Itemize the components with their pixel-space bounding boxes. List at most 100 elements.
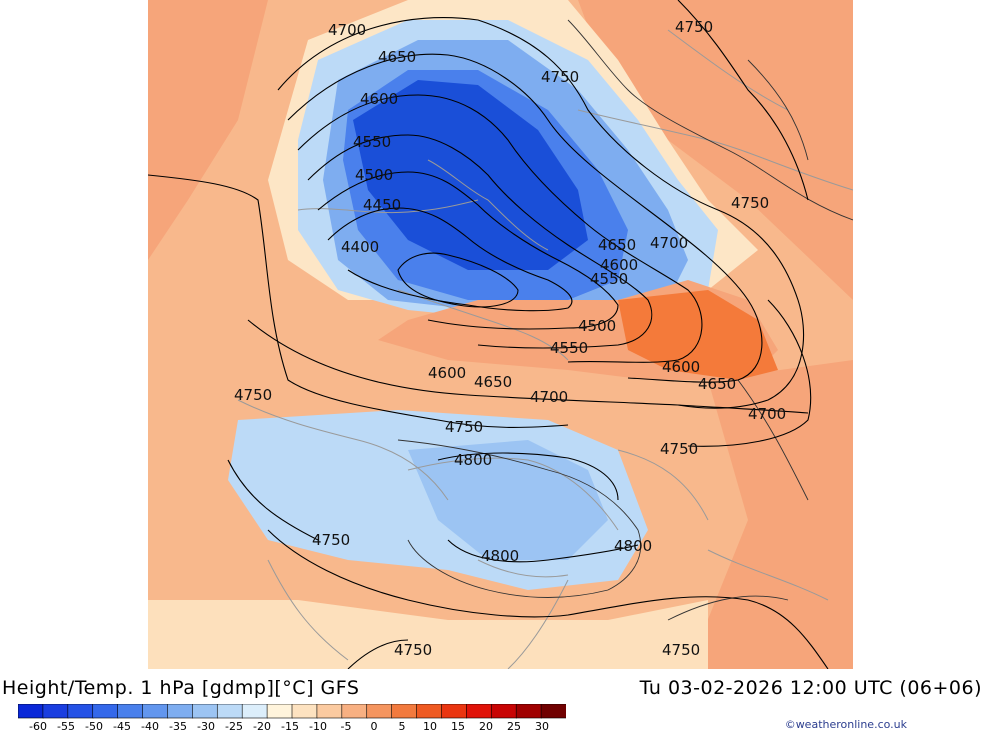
colorbar-tick-label: -50 [85, 720, 103, 733]
colorbar-tick-labels: -60 -55 -50 -45 -40 -35 -30 -25 -20 -15 -10 -5 0 5 10 1… [18, 720, 578, 734]
contour-label: 4500 [578, 317, 616, 335]
contour-label: 4750 [662, 641, 700, 659]
contour-4650-north [287, 53, 763, 383]
contour-label: 4600 [662, 358, 700, 376]
contour-4600-north [297, 94, 703, 363]
colorbar-tick-label: -60 [29, 720, 47, 733]
contour-4700-north [277, 17, 805, 409]
cold-patch-south-inner [408, 440, 608, 560]
map-title: Height/Temp. 1 hPa [gdmp][°C] GFS [2, 677, 360, 699]
pale-zone-south [148, 600, 708, 669]
colorbar-tick-label: -45 [113, 720, 131, 733]
colorbar-tick-label: -55 [57, 720, 75, 733]
contour-label: 4650 [378, 48, 416, 66]
contour-label: 4750 [541, 68, 579, 86]
colorbar-swatch [117, 704, 144, 719]
warm-region-nw [148, 0, 268, 260]
colorbar-tick-label: -25 [225, 720, 243, 733]
contour-4750-bottom [347, 639, 409, 669]
contour-label: 4750 [234, 386, 272, 404]
colorbar-swatch [515, 704, 542, 719]
colorbar-tick-label: 30 [535, 720, 549, 733]
warm-region-se [688, 360, 853, 669]
contour-label: 4650 [698, 375, 736, 393]
colorbar-tick-label: 15 [451, 720, 465, 733]
contour-label: 4450 [363, 196, 401, 214]
contour-label: 4700 [748, 405, 786, 423]
contour-label: 4650 [474, 373, 512, 391]
contour-label: 4750 [445, 418, 483, 436]
colorbar-swatch [266, 704, 293, 719]
colorbar-tick-label: 10 [423, 720, 437, 733]
contour-label: 4650 [598, 236, 636, 254]
warm-region-ne [578, 0, 853, 300]
colorbar-swatch [316, 704, 343, 719]
contour-label: 4750 [312, 531, 350, 549]
temperature-height-map: 4700 4650 4600 4550 4500 4450 4400 4750 … [148, 0, 853, 669]
contour-label: 4750 [660, 440, 698, 458]
contour-label: 4600 [428, 364, 466, 382]
colorbar-tick-label: 0 [370, 720, 378, 733]
colorbar-tick-label: 25 [507, 720, 521, 733]
contour-label: 4750 [731, 194, 769, 212]
contour-4400 [397, 252, 519, 308]
valid-time: Tu 03-02-2026 12:00 UTC (06+06) [639, 677, 982, 699]
contour-label: 4400 [341, 238, 379, 256]
warm-core [618, 290, 778, 380]
contour-label: 4800 [614, 537, 652, 555]
contour-label: 4550 [353, 133, 391, 151]
map-panel: 4700 4650 4600 4550 4500 4450 4400 4750 … [148, 0, 853, 669]
contour-4750-sw [227, 459, 319, 541]
colorbar-tick-label: 5 [398, 720, 406, 733]
contour-label: 4800 [454, 451, 492, 469]
contour-4800-b [447, 539, 639, 563]
colorbar-swatch [466, 704, 493, 719]
contour-label: 4500 [355, 166, 393, 184]
temperature-colorbar [18, 704, 566, 719]
contour-4550-north [307, 134, 653, 349]
contour-4750-east [687, 299, 812, 447]
colorbar-tick-label: -20 [253, 720, 271, 733]
contour-4500-north [317, 171, 619, 330]
colorbar-tick-label: -35 [169, 720, 187, 733]
colorbar-swatch [42, 704, 69, 719]
colorbar-swatch [291, 704, 318, 719]
contour-label: 4600 [600, 256, 638, 274]
colorbar-swatch [18, 704, 44, 719]
colorbar-tick-label: -30 [197, 720, 215, 733]
contour-label: 4700 [328, 21, 366, 39]
colorbar-swatch [192, 704, 219, 719]
contour-4750-west [148, 174, 569, 428]
colorbar-tick-label: 20 [479, 720, 493, 733]
cold-pool-core [353, 80, 588, 270]
credit-link[interactable]: ©weatheronline.co.uk [784, 718, 907, 731]
contour-label: 4700 [650, 234, 688, 252]
colorbar-swatch [216, 704, 243, 719]
height-contours [148, 0, 829, 669]
colorbar-swatch [490, 704, 517, 719]
contour-4750-south [267, 529, 829, 669]
contour-4700-south [247, 319, 809, 414]
colorbar-tick-label: -15 [281, 720, 299, 733]
contour-label: 4550 [590, 270, 628, 288]
colorbar-tick-label: -40 [141, 720, 159, 733]
contour-4450 [327, 207, 573, 312]
contour-4800-a [437, 452, 619, 501]
colorbar-swatch [391, 704, 418, 719]
colorbar-swatch [416, 704, 443, 719]
contour-label: 4600 [360, 90, 398, 108]
contour-label: 4800 [481, 547, 519, 565]
colorbar-swatch [441, 704, 468, 719]
contour-labels: 4700 4650 4600 4550 4500 4450 4400 4750 … [234, 18, 786, 659]
colorbar-swatch [341, 704, 368, 719]
colorbar-swatch [167, 704, 194, 719]
contour-4750-ne [677, 0, 809, 201]
colorbar-tick-label: -5 [340, 720, 352, 733]
contour-label: 4700 [530, 388, 568, 406]
thin-borders [397, 19, 853, 621]
colorbar-swatch [241, 704, 268, 719]
colorbar-swatch [540, 704, 566, 719]
colorbar-swatch [67, 704, 94, 719]
colorbar-swatch [92, 704, 119, 719]
contour-label: 4550 [550, 339, 588, 357]
